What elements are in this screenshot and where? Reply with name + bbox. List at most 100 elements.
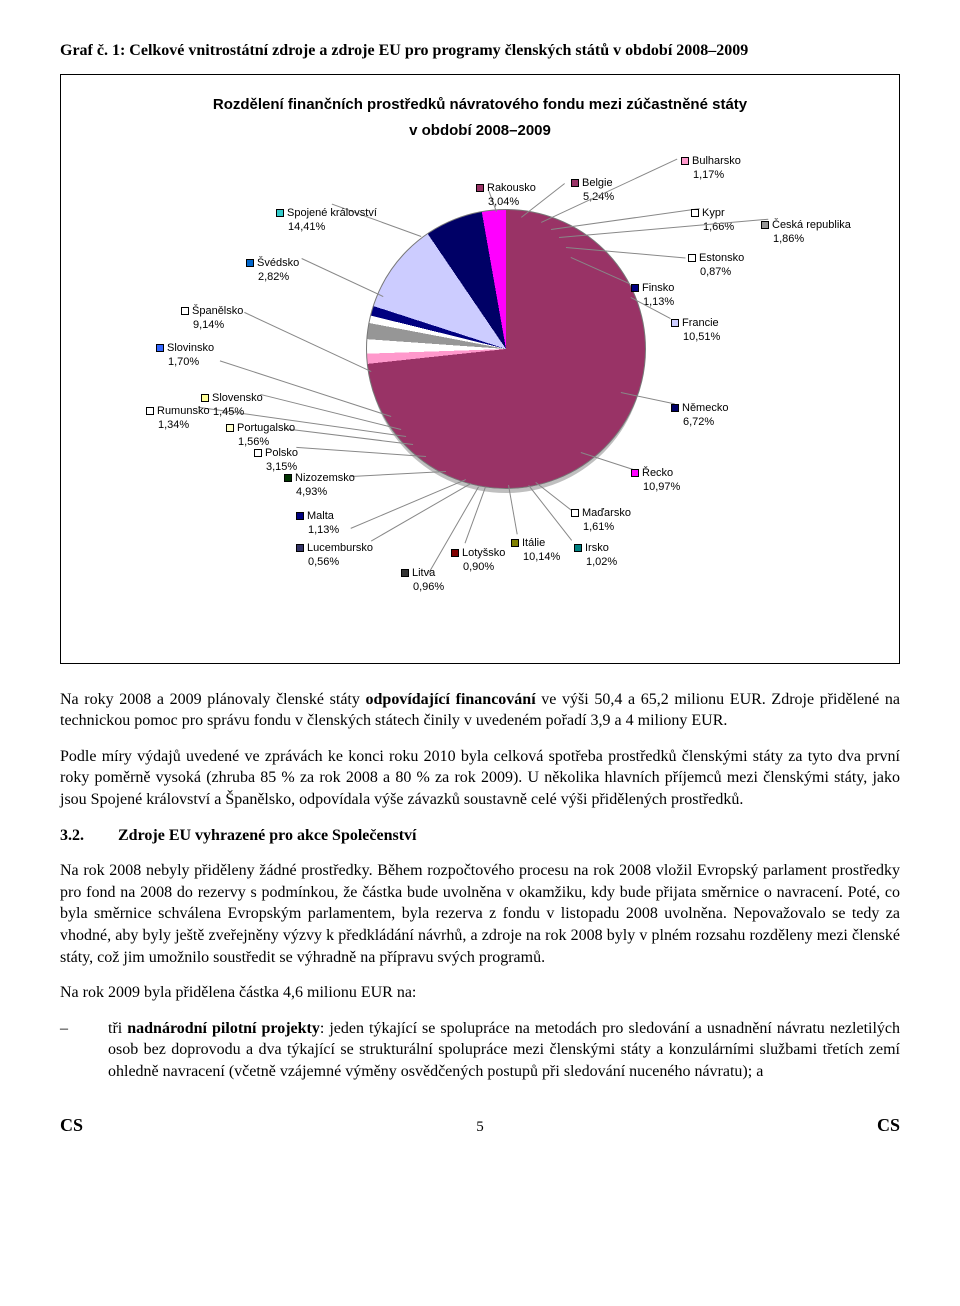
leader-line	[351, 479, 466, 529]
slice-pct: 1,45%	[213, 406, 244, 418]
legend-swatch	[226, 424, 234, 432]
slice-label: Lotyšsko 0,90%	[451, 547, 505, 575]
slice-pct: 14,41%	[288, 221, 325, 233]
legend-swatch	[284, 474, 292, 482]
slice-name: Portugalsko	[237, 422, 295, 434]
slice-name: Lucembursko	[307, 542, 373, 554]
slice-name: Malta	[307, 510, 334, 522]
slice-pct: 1,70%	[168, 356, 199, 368]
bullet-text: tři nadnárodní pilotní projekty: jeden t…	[108, 1018, 900, 1083]
slice-label: Itálie 10,14%	[511, 537, 560, 565]
slice-label: Bulharsko 1,17%	[681, 155, 741, 183]
slice-label: Malta1,13%	[296, 510, 339, 538]
slice-label: Estonsko 0,87%	[688, 252, 744, 280]
leader-line	[301, 258, 383, 297]
legend-swatch	[681, 157, 689, 165]
slice-pct: 1,61%	[583, 521, 614, 533]
leader-line	[535, 482, 571, 510]
slice-name: Maďarsko	[582, 507, 631, 519]
slice-label: Slovinsko 1,70%	[156, 342, 214, 370]
slice-name: Španělsko	[192, 305, 243, 317]
leader-line	[465, 487, 486, 544]
slice-name: Slovinsko	[167, 342, 214, 354]
slice-pct: 0,87%	[700, 266, 731, 278]
slice-name: Nizozemsko	[295, 472, 355, 484]
slice-pct: 3,15%	[266, 461, 297, 473]
slice-name: Rakousko	[487, 182, 536, 194]
legend-swatch	[631, 284, 639, 292]
leader-line	[351, 471, 446, 477]
slice-label: Polsko3,15%	[254, 447, 298, 475]
legend-swatch	[631, 469, 639, 477]
paragraph-3: Na rok 2008 nebyly přiděleny žádné prost…	[60, 860, 900, 968]
slice-pct: 0,96%	[413, 581, 444, 593]
legend-swatch	[296, 512, 304, 520]
page-number: 5	[476, 1117, 484, 1137]
slice-name: Litva	[412, 567, 435, 579]
slice-label: Řecko10,97%	[631, 467, 680, 495]
paragraph-2: Podle míry výdajů uvedené ve zprávách ke…	[60, 746, 900, 811]
slice-label: Finsko1,13%	[631, 282, 674, 310]
slice-label: Německo6,72%	[671, 402, 728, 430]
legend-swatch	[451, 549, 459, 557]
text: tři	[108, 1020, 127, 1037]
chart-area: Belgie5,24%Bulharsko1,17%Kypr1,66%Česká …	[91, 147, 869, 617]
graf-title: Graf č. 1: Celkové vnitrostátní zdroje a…	[60, 40, 900, 62]
slice-label: Nizozemsko4,93%	[284, 472, 355, 500]
slice-label: Kypr1,66%	[691, 207, 734, 235]
footer-left: CS	[60, 1113, 83, 1137]
slice-label: Španělsko 9,14%	[181, 305, 243, 333]
legend-swatch	[671, 319, 679, 327]
slice-name: Estonsko	[699, 252, 744, 264]
slice-name: Lotyšsko	[462, 547, 505, 559]
leader-line	[559, 219, 768, 238]
bold-text: odpovídající financování	[366, 691, 536, 708]
paragraph-4: Na rok 2009 byla přidělena částka 4,6 mi…	[60, 982, 900, 1004]
section-title: Zdroje EU vyhrazené pro akce Společenstv…	[118, 827, 417, 844]
legend-swatch	[254, 449, 262, 457]
legend-swatch	[571, 179, 579, 187]
paragraph-1: Na roky 2008 a 2009 plánovaly členské st…	[60, 689, 900, 732]
slice-name: Bulharsko	[692, 155, 741, 167]
slice-name: Francie	[682, 317, 719, 329]
legend-swatch	[146, 407, 154, 415]
slice-label: Irsko 1,02%	[574, 542, 617, 570]
slice-pct: 1,56%	[238, 436, 269, 448]
legend-swatch	[181, 307, 189, 315]
page-footer: CS 5 CS	[60, 1113, 900, 1137]
slice-label: Švédsko2,82%	[246, 257, 299, 285]
slice-pct: 1,17%	[693, 169, 724, 181]
slice-name: Irsko	[585, 542, 609, 554]
slice-label: Francie10,51%	[671, 317, 720, 345]
bold-text: nadnárodní pilotní projekty	[127, 1020, 320, 1037]
legend-swatch	[296, 544, 304, 552]
legend-swatch	[401, 569, 409, 577]
footer-right: CS	[877, 1113, 900, 1137]
text: Na roky 2008 a 2009 plánovaly členské st…	[60, 691, 366, 708]
slice-name: Finsko	[642, 282, 674, 294]
chart-title-line2: v období 2008–2009	[91, 121, 869, 141]
legend-swatch	[201, 394, 209, 402]
legend-swatch	[691, 209, 699, 217]
legend-swatch	[511, 539, 519, 547]
slice-label: Česká republika1,86%	[761, 219, 851, 247]
slice-pct: 10,97%	[643, 481, 680, 493]
legend-swatch	[476, 184, 484, 192]
slice-label: Rakousko3,04%	[476, 182, 536, 210]
legend-swatch	[246, 259, 254, 267]
slice-pct: 1,02%	[586, 556, 617, 568]
legend-swatch	[276, 209, 284, 217]
slice-name: Itálie	[522, 537, 545, 549]
slice-label: Slovensko 1,45%	[201, 392, 263, 420]
chart-title-line1: Rozdělení finančních prostředků návratov…	[91, 95, 869, 115]
slice-name: Slovensko	[212, 392, 263, 404]
slice-name: Kypr	[702, 207, 725, 219]
slice-pct: 0,90%	[463, 561, 494, 573]
slice-name: Česká republika	[772, 219, 851, 231]
slice-pct: 1,34%	[158, 419, 189, 431]
slice-pct: 9,14%	[193, 319, 224, 331]
chart-container: Rozdělení finančních prostředků návratov…	[60, 74, 900, 664]
slice-pct: 2,82%	[258, 271, 289, 283]
slice-pct: 10,14%	[523, 551, 560, 563]
slice-label: Litva 0,96%	[401, 567, 444, 595]
